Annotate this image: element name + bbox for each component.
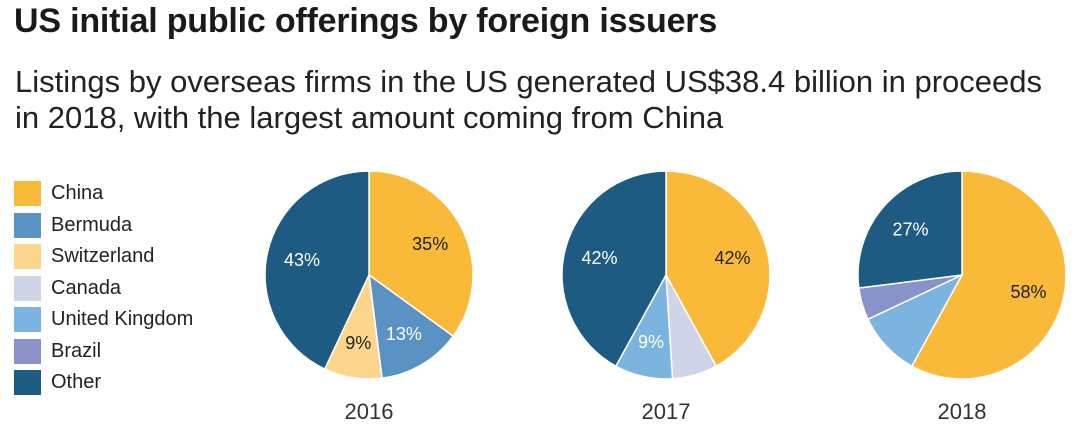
pie-slice-other — [561, 170, 667, 368]
pie-slice-china — [368, 170, 474, 338]
legend-label: Bermuda — [51, 213, 133, 236]
legend-swatch — [14, 370, 41, 396]
slice-label: 9% — [345, 333, 371, 353]
pie-2017: 42% 9% 42% 2017 — [561, 170, 771, 424]
pie-slice-other — [264, 170, 370, 371]
slice-label: 43% — [284, 250, 320, 270]
legend-swatch — [14, 181, 41, 207]
slice-label: 42% — [714, 248, 750, 268]
legend-swatch — [14, 338, 41, 364]
legend: China Bermuda Switzerland Canada United King… — [14, 178, 193, 399]
year-label: 2016 — [345, 399, 394, 424]
chart-subtitle: Listings by overseas firms in the US gen… — [15, 64, 1042, 135]
slice-label: 58% — [1010, 282, 1046, 302]
legend-swatch — [14, 212, 41, 238]
slice-label: 13% — [386, 324, 422, 344]
legend-swatch — [14, 275, 41, 301]
year-label: 2017 — [642, 399, 691, 424]
pie-slice-china — [910, 170, 1067, 380]
legend-swatch — [14, 307, 41, 333]
legend-swatch — [14, 244, 41, 270]
legend-item-canada: Canada — [14, 273, 193, 305]
slice-label: 27% — [892, 220, 928, 240]
legend-label: China — [51, 182, 104, 205]
slice-label: 9% — [638, 332, 664, 352]
pie-slice-other — [857, 170, 963, 289]
legend-label: Other — [51, 371, 102, 394]
pie-2018: 58% 27% 2018 — [857, 170, 1067, 424]
legend-item-other: Other — [14, 367, 193, 399]
slice-label: 35% — [412, 234, 448, 254]
legend-label: Brazil — [51, 339, 102, 362]
year-label: 2018 — [938, 399, 987, 424]
pie-slice-china — [665, 170, 771, 368]
legend-item-switzerland: Switzerland — [14, 241, 193, 273]
legend-item-united-kingdom: United Kingdom — [14, 304, 193, 336]
legend-item-bermuda: Bermuda — [14, 210, 193, 242]
pie-slice-bermuda — [368, 273, 455, 380]
legend-label: United Kingdom — [51, 308, 194, 331]
legend-label: Switzerland — [51, 245, 155, 268]
chart-title: US initial public offerings by foreign i… — [14, 2, 718, 40]
legend-label: Canada — [51, 276, 122, 299]
legend-item-brazil: Brazil — [14, 336, 193, 368]
legend-item-china: China — [14, 178, 193, 210]
slice-label: 42% — [581, 248, 617, 268]
pie-2016: 35% 13% 9% 43% 2016 — [264, 170, 474, 424]
